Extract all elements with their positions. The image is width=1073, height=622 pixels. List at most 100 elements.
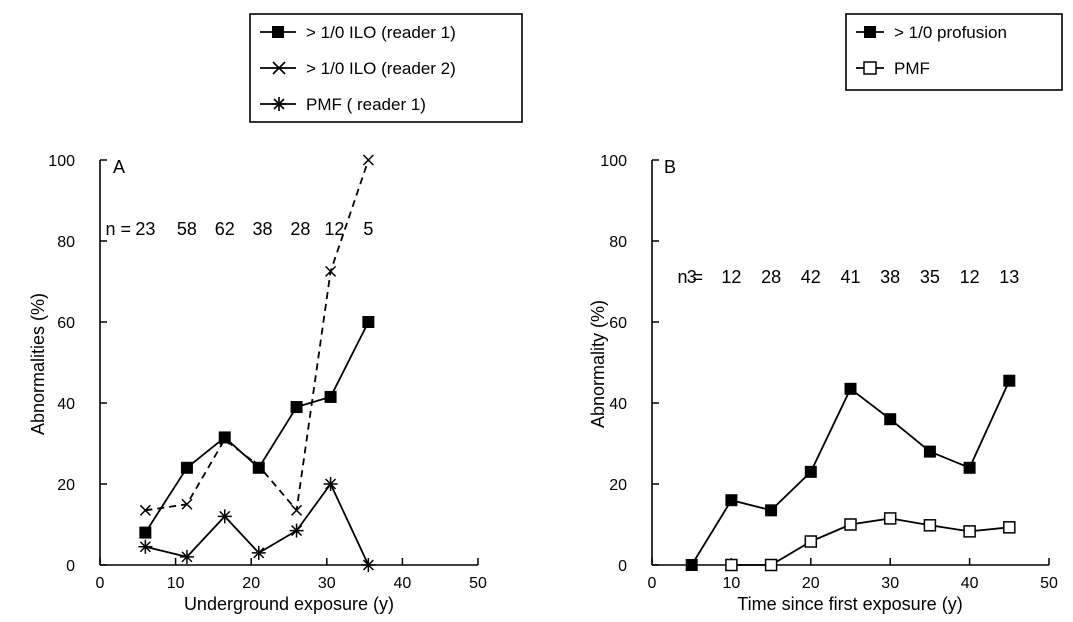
panel-b-x-axis-label: Time since first exposure (y) <box>737 594 962 614</box>
panel-a-y-tick-label: 100 <box>48 153 75 170</box>
panel-a-series-1-point <box>290 401 303 414</box>
panel-a-series-2-point <box>139 504 151 516</box>
panel-a-letter: A <box>113 157 125 177</box>
panel-a-series-2-point <box>325 265 337 277</box>
panel-b-n-label: 38 <box>880 267 900 287</box>
legend-b-frame <box>845 13 1063 91</box>
panel-a-series-2-point <box>362 154 374 166</box>
panel-b-y-tick-label: 20 <box>609 477 627 494</box>
panel-b-y-tick-label: 60 <box>609 315 627 332</box>
legend-a-entry-3: PMF ( reader 1) <box>260 95 426 114</box>
panel-b-series-1-line <box>690 380 1011 566</box>
legend-b-label-2: PMF <box>894 59 930 78</box>
legend-a: > 1/0 ILO (reader 1) > 1/0 ILO (reader 2… <box>249 13 523 123</box>
legend-b-filled-square-icon <box>864 26 876 38</box>
legend-a-entry-1: > 1/0 ILO (reader 1) <box>260 23 456 42</box>
panel-a-series-1-point <box>324 390 337 403</box>
panel-a-series-2-point <box>219 433 231 445</box>
panel-b-x-tick-label: 20 <box>802 575 820 592</box>
panel-a-y-tick-label: 0 <box>66 558 75 575</box>
panel-a-n-label: 38 <box>253 219 273 239</box>
panel-a-series-1-point <box>362 316 375 328</box>
panel-b-x-tick-label: 0 <box>648 575 657 592</box>
panel-b-series-1-point <box>725 494 738 507</box>
panel-a-series-1-point <box>180 461 193 474</box>
legend-a-label-1: > 1/0 ILO (reader 1) <box>306 23 456 42</box>
panel-b-series-2-point <box>883 512 897 525</box>
panel-a-series-1-line <box>144 321 370 534</box>
panel-a-series-3-point <box>138 539 153 554</box>
panel-b-series-1-point <box>844 382 857 395</box>
panel-a-n-label: 28 <box>290 219 310 239</box>
panel-b-n-label: 3 <box>687 267 697 287</box>
panel-a-x-axis-label: Underground exposure (y) <box>184 594 394 614</box>
legend-b-open-square-icon <box>863 61 877 75</box>
panel-a-n-label: 58 <box>177 219 197 239</box>
legend-a-frame <box>249 13 523 123</box>
panel-a-series-1-point <box>139 526 152 539</box>
legend-a-label-2: > 1/0 ILO (reader 2) <box>306 59 456 78</box>
panel-a-y-tick-label: 60 <box>57 315 75 332</box>
panel-b-series-2-point <box>963 525 976 538</box>
panel-a-x-tick-label: 50 <box>469 575 487 592</box>
legend-b-entry-1: > 1/0 profusion <box>856 23 1007 42</box>
panel-a: A Abnormalities (%) Underground exposure… <box>28 153 487 614</box>
panel-b-series-2-point <box>844 518 857 531</box>
panel-b-y-tick-label: 80 <box>609 234 627 251</box>
panel-b-y-axis-label: Abnormality (%) <box>588 300 608 428</box>
panel-a-n-label: 23 <box>135 219 155 239</box>
panel-b-series-1-point <box>804 465 817 478</box>
legend-b-entry-2: PMF <box>856 59 930 78</box>
panel-a-series-3-point <box>323 477 338 491</box>
panel-b-series-2-point <box>764 558 778 572</box>
legend-a-entry-2: > 1/0 ILO (reader 2) <box>260 59 456 78</box>
panel-b-series-2-point <box>923 519 937 532</box>
panel-b-series-1-point <box>685 559 698 571</box>
panel-a-x-tick-label: 40 <box>394 575 412 592</box>
panel-b-n-label: 41 <box>840 267 860 287</box>
panel-b-x-tick-label: 10 <box>723 575 741 592</box>
panel-a-series-1-point <box>218 431 231 444</box>
panel-b-n-label: 42 <box>801 267 821 287</box>
panel-b-y-tick-label: 40 <box>609 396 627 413</box>
panel-b-x-tick-label: 50 <box>1040 575 1058 592</box>
panel-a-y-tick-label: 40 <box>57 396 75 413</box>
panel-a-series-3-point <box>179 549 194 564</box>
panel-a-n-label: 5 <box>363 219 373 239</box>
panel-a-x-tick-label: 0 <box>96 575 105 592</box>
panel-a-y-tick-label: 80 <box>57 234 75 251</box>
panel-b-n-label: 28 <box>761 267 781 287</box>
panel-b-letter: B <box>664 157 676 177</box>
panel-b-n-label: 13 <box>999 267 1019 287</box>
panel-a-series-1-point <box>252 461 265 474</box>
legend-b: > 1/0 profusion PMF <box>845 13 1063 91</box>
panel-b-series-1-point <box>884 413 897 426</box>
panel-a-series-2-point <box>253 460 265 472</box>
panel-a-series-2-line <box>145 159 370 512</box>
panel-a-series-3-point <box>289 523 304 538</box>
panel-b-series-2-line <box>731 517 1010 566</box>
panel-b-series-2-point <box>725 558 738 572</box>
panel-a-y-tick-label: 20 <box>57 477 75 494</box>
legend-a-filled-square-icon <box>272 26 284 38</box>
panel-a-series-2-point <box>181 498 193 510</box>
panel-a-n-label: 12 <box>324 219 344 239</box>
panel-b-x-tick-label: 40 <box>961 575 979 592</box>
panel-b-n-label: 12 <box>960 267 980 287</box>
panel-b-series-2-point <box>1003 521 1016 534</box>
panel-b-series-2-point <box>804 535 818 548</box>
panel-b-n-label: 35 <box>920 267 940 287</box>
panel-b-series-1-point <box>923 445 936 458</box>
panel-b-x-tick-label: 30 <box>881 575 899 592</box>
panel-a-series-2-point <box>291 504 303 516</box>
panel-a-series-3-point <box>251 545 266 560</box>
panel-b-y-tick-label: 0 <box>618 558 627 575</box>
panel-a-series-3-point <box>217 509 232 524</box>
panel-a-x-tick-label: 10 <box>167 575 185 592</box>
panel-b-series-1-point <box>1003 374 1016 387</box>
panel-b-y-tick-label: 100 <box>600 153 627 170</box>
panel-b-n-label: 12 <box>721 267 741 287</box>
panel-a-y-axis-label: Abnormalities (%) <box>28 293 48 435</box>
panel-b-series-1-point <box>963 461 976 474</box>
